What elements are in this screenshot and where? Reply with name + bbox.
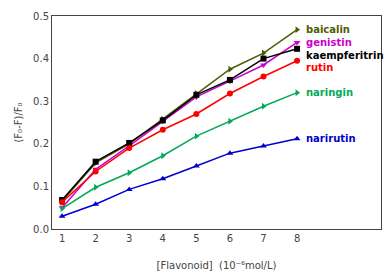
svg-text:6: 6 <box>227 233 233 244</box>
svg-text:8: 8 <box>294 233 300 244</box>
svg-text:3: 3 <box>126 233 132 244</box>
svg-text:0.3: 0.3 <box>33 96 49 107</box>
svg-text:0.4: 0.4 <box>33 53 49 64</box>
svg-text:0.5: 0.5 <box>33 11 49 22</box>
svg-text:baicalin: baicalin <box>306 24 350 35</box>
svg-text:naringin: naringin <box>306 87 353 98</box>
svg-text:rutin: rutin <box>306 62 333 73</box>
svg-text:1: 1 <box>59 233 65 244</box>
svg-text:4: 4 <box>160 233 166 244</box>
svg-text:[Flavonoid] (10⁻⁶mol/L): [Flavonoid] (10⁻⁶mol/L) <box>157 260 277 271</box>
svg-text:0.0: 0.0 <box>33 224 49 235</box>
svg-text:kaempferitrin: kaempferitrin <box>306 50 384 61</box>
svg-text:narirutin: narirutin <box>306 133 356 144</box>
svg-text:genistin: genistin <box>306 37 352 48</box>
svg-text:0.2: 0.2 <box>33 138 49 149</box>
svg-text:0.1: 0.1 <box>33 181 49 192</box>
svg-text:(F₀-F)/F₀: (F₀-F)/F₀ <box>13 102 24 142</box>
svg-text:2: 2 <box>92 233 98 244</box>
svg-text:7: 7 <box>260 233 266 244</box>
svg-text:5: 5 <box>193 233 199 244</box>
